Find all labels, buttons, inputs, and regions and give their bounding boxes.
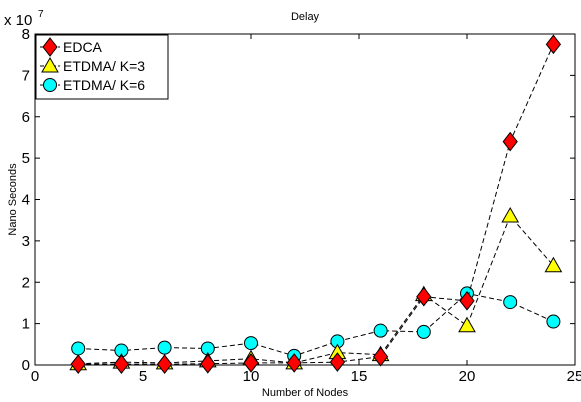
legend-marker-circle <box>43 78 57 92</box>
data-point-diamond <box>372 346 389 367</box>
data-point-circle <box>244 336 258 351</box>
y-tick-label: 1 <box>22 316 30 333</box>
data-point-circle <box>503 295 518 310</box>
series-line <box>78 215 554 365</box>
legend-box <box>35 34 169 100</box>
legend-item: ETDMA/ K=6 <box>40 77 145 93</box>
data-point-diamond <box>286 353 302 373</box>
y-tick-label: 5 <box>22 150 30 167</box>
y-tick-label: 6 <box>22 109 30 126</box>
y-axis-multiplier: x 10 <box>4 12 32 29</box>
data-point-circle <box>71 341 86 356</box>
data-point-circle <box>373 323 388 338</box>
y-tick-label: 3 <box>22 233 30 250</box>
x-tick-label: 15 <box>351 368 368 385</box>
data-point-diamond <box>502 131 518 152</box>
data-point-diamond <box>545 34 562 55</box>
data-point-diamond <box>113 354 130 374</box>
data-point-diamond <box>329 352 346 372</box>
data-point-triangle <box>458 316 476 333</box>
series-layer <box>69 34 563 374</box>
data-point-circle <box>546 314 561 329</box>
legend-label: ETDMA/ K=3 <box>63 58 145 74</box>
y-axis-multiplier-exponent: 7 <box>38 9 44 20</box>
legend: EDCA ETDMA/ K=3 ETDMA/ K=6 <box>35 34 169 100</box>
legend-marker-triangle <box>41 56 59 73</box>
legend-label: ETDMA/ K=6 <box>63 77 145 93</box>
y-tick-label: 7 <box>22 67 30 84</box>
y-tick-label: 0 <box>22 357 30 374</box>
y-tick-label: 4 <box>22 192 30 209</box>
data-point-diamond <box>459 291 475 311</box>
data-point-triangle <box>544 256 563 273</box>
series-line <box>78 292 554 357</box>
data-point-diamond <box>243 353 259 373</box>
data-point-circle <box>416 324 431 339</box>
x-tick-label: 5 <box>139 368 147 385</box>
data-point-diamond <box>156 354 173 374</box>
y-tick-label: 8 <box>22 26 30 43</box>
data-point-diamond <box>70 354 86 374</box>
series-diamond <box>70 34 562 374</box>
data-point-circle <box>157 340 172 355</box>
data-point-triangle <box>501 207 520 223</box>
chart-title: Delay <box>291 11 320 23</box>
legend-item: ETDMA/ K=3 <box>40 56 145 74</box>
legend-item: EDCA <box>40 37 103 57</box>
data-point-diamond <box>416 286 432 307</box>
x-tick-label: 25 <box>567 368 581 385</box>
y-axis-title: Nano Seconds <box>7 163 19 236</box>
legend-label: EDCA <box>63 39 103 55</box>
data-point-diamond <box>200 353 216 374</box>
x-tick-label: 0 <box>31 368 39 385</box>
x-axis-title: Number of Nodes <box>262 387 349 399</box>
series-circle <box>71 286 561 363</box>
x-tick-label: 10 <box>243 368 260 385</box>
x-tick-label: 20 <box>459 368 476 385</box>
y-tick-label: 2 <box>22 274 30 291</box>
legend-marker-diamond <box>42 37 58 57</box>
axis-ticks: 0 5 10 15 20 25 0 1 2 3 4 5 6 7 8 <box>22 26 581 385</box>
